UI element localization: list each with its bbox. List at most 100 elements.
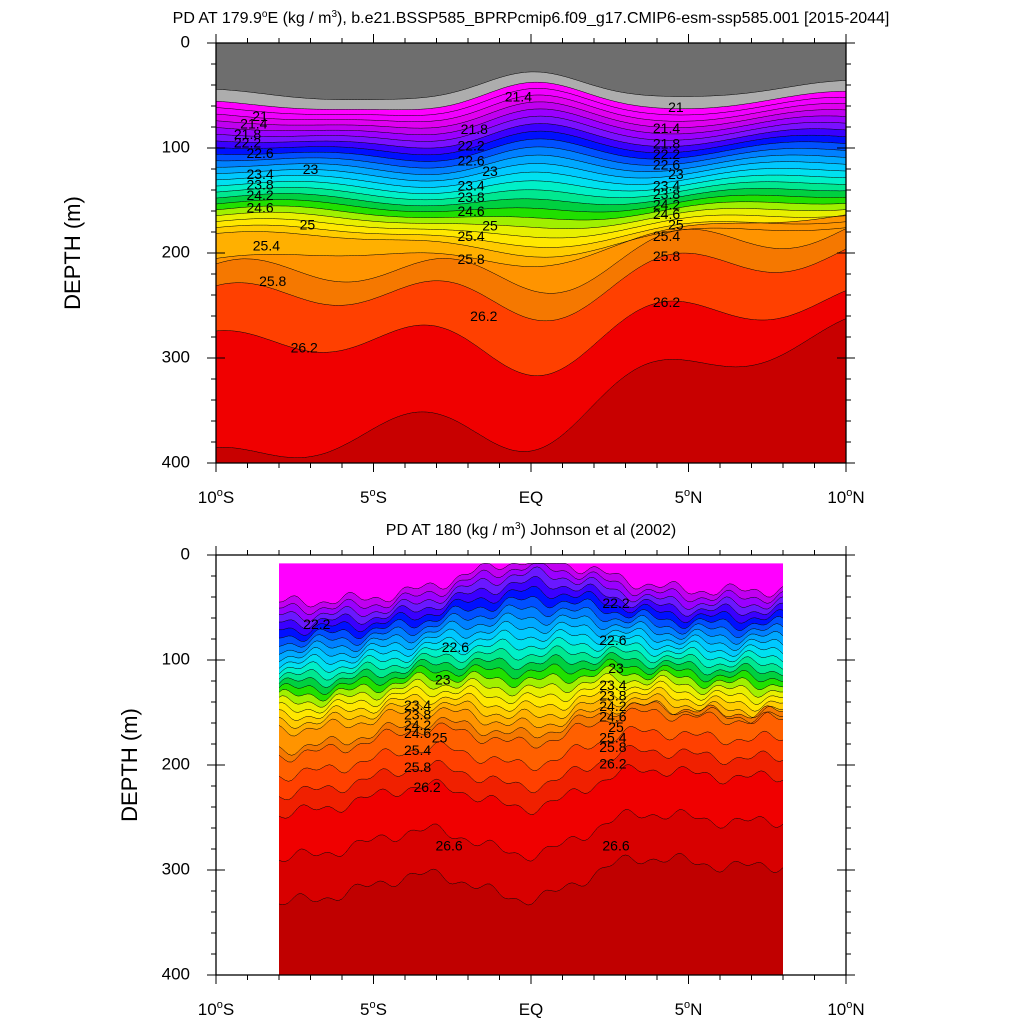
contour-label: 24.6 [653, 206, 680, 222]
contour-line [216, 208, 846, 229]
contour-line [278, 701, 784, 756]
axis-ticks: 0 100 200 300 400 10oS 5oS EQ 5oN 10oN [162, 32, 865, 507]
contour-band [216, 108, 846, 142]
contour-band [279, 563, 783, 608]
x-tick-label: 10oS [198, 487, 234, 507]
contour-label: 23 [668, 166, 684, 182]
contour-line [216, 290, 846, 376]
contour-line [216, 188, 846, 207]
contour-label: 21.8 [234, 126, 261, 142]
y-tick-label: 0 [181, 544, 190, 563]
contour-label: 26.6 [435, 838, 462, 854]
contour-line [278, 693, 784, 729]
contour-band [216, 161, 846, 188]
contour-band [216, 188, 846, 212]
y-tick-label: 400 [162, 452, 190, 471]
contour-band [216, 131, 846, 162]
contour-band [216, 228, 846, 321]
contour-line [216, 138, 846, 162]
contour-line [216, 108, 846, 135]
contour-line [216, 248, 846, 322]
contour-label: 23 [435, 672, 451, 688]
contour-line [278, 563, 784, 608]
contour-label: 26.2 [413, 779, 440, 795]
contour-band [216, 214, 846, 294]
contour-label: 26.2 [291, 339, 318, 355]
contour-band [216, 181, 846, 206]
contour-line [278, 700, 784, 737]
contour-line [216, 71, 846, 100]
contour-line [216, 318, 846, 458]
y-tick-label: 300 [162, 859, 190, 878]
contour-line [216, 94, 846, 122]
contour-band [279, 701, 783, 762]
contour-label: 22.2 [602, 595, 629, 611]
contour-band [216, 168, 846, 194]
panel-title: PD AT 180 (kg / m3) Johnson et al (2002) [386, 521, 676, 539]
contour-label: 23.8 [457, 189, 484, 205]
contour-band [279, 637, 783, 681]
contour-line [279, 585, 784, 636]
contour-line [216, 146, 846, 169]
contour-label: 25.4 [653, 228, 680, 244]
x-tick-label: EQ [519, 1000, 544, 1019]
contour-line [278, 673, 783, 708]
contour-line [278, 637, 784, 675]
contour-band [279, 700, 783, 756]
contour-label: 24.6 [599, 709, 626, 725]
contour-band [216, 318, 846, 463]
contour-label: 21 [252, 108, 268, 124]
panel-observations: PD AT 180 (kg / m3) Johnson et al (2002)… [117, 521, 865, 1019]
y-axis-label: DEPTH (m) [60, 196, 85, 310]
contour-band [216, 195, 846, 220]
x-tick-label: 10oN [827, 999, 864, 1019]
contour-band [216, 208, 846, 238]
contour-label: 22.6 [599, 632, 626, 648]
contour-band [279, 563, 783, 615]
contour-label: 23.8 [404, 706, 431, 722]
contour-line [278, 686, 784, 721]
contour-label: 23.8 [599, 688, 626, 704]
contour-label: 22.6 [246, 145, 273, 161]
contour-line [216, 227, 846, 258]
contour-band [279, 673, 783, 714]
contour-label: 25 [608, 719, 624, 735]
contour-label: 26.2 [653, 294, 680, 310]
contour-line [216, 214, 846, 239]
contour-line [278, 658, 784, 695]
contour-line [278, 853, 784, 906]
contour-band [216, 138, 846, 169]
contour-band [279, 809, 783, 905]
contour-label: 21.4 [505, 88, 532, 104]
contour-label: 24.6 [404, 725, 431, 741]
contour-label: 22.2 [303, 616, 330, 632]
contour-labels: 2121.42121.421.822.222.62323.423.824.224… [234, 88, 684, 355]
contour-band [216, 155, 846, 182]
contour-line [216, 123, 846, 149]
contour-band [216, 201, 846, 229]
panel-model: PD AT 179.9oE (kg / m3), b.e21.BSSP585_B… [60, 9, 889, 507]
x-tick-label: EQ [519, 488, 544, 507]
contour-label: 25 [432, 730, 448, 746]
contour-label: 25.8 [259, 273, 286, 289]
contour-label: 23 [482, 163, 498, 179]
contour-line [278, 629, 784, 669]
contour-label: 21.8 [461, 121, 488, 137]
x-tick-label: 10oN [827, 487, 864, 507]
contour-line [278, 563, 784, 615]
contour-line [278, 596, 784, 642]
contour-line [216, 214, 846, 267]
contour-line [216, 88, 846, 116]
contour-band [216, 175, 846, 200]
contour-band [216, 82, 846, 116]
contour-line [278, 665, 784, 702]
contour-label: 25.8 [599, 739, 626, 755]
x-tick-label: 5oN [675, 487, 703, 507]
contour-label: 25 [300, 216, 316, 232]
contour-band [279, 604, 783, 655]
contour-band [279, 687, 783, 729]
x-tick-label: 5oN [675, 999, 703, 1019]
contour-band [216, 123, 846, 155]
contour-line [279, 576, 784, 630]
